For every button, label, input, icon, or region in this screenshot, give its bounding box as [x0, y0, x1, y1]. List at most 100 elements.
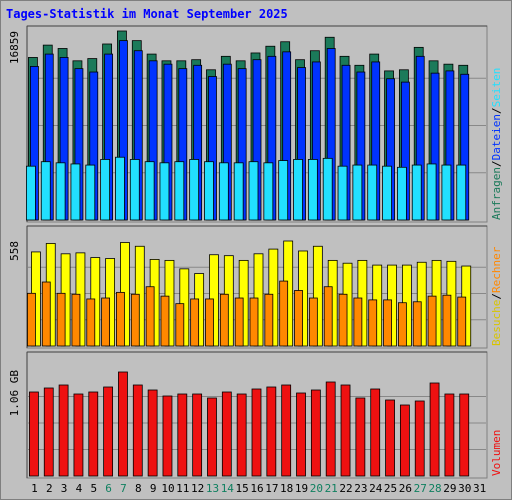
legend-separator: / — [490, 107, 503, 114]
bar-volumen-day-8 — [132, 384, 143, 477]
bar-seiten-day-22 — [337, 165, 348, 221]
x-tick-label-day-29: 29 — [443, 482, 456, 495]
bar-rechner-day-7 — [116, 291, 125, 347]
bar-seiten-day-5 — [85, 164, 96, 221]
legend-entry-rechner: Rechner — [490, 246, 503, 293]
bar-volumen-day-15 — [236, 393, 247, 477]
bar-rechner-day-26 — [397, 302, 407, 347]
x-tick-label-day-12: 12 — [191, 482, 204, 495]
bar-volumen-day-24 — [370, 388, 381, 477]
bar-volumen-day-4 — [73, 393, 84, 477]
bar-volumen-day-7 — [118, 371, 128, 477]
bar-seiten-day-30 — [456, 164, 467, 221]
x-tick-label-day-17: 17 — [265, 482, 278, 495]
bar-rechner-day-16 — [249, 297, 259, 347]
bar-seiten-day-13 — [204, 161, 214, 221]
x-tick-label-day-25: 25 — [384, 482, 397, 495]
x-tick-label-day-3: 3 — [61, 482, 68, 495]
bar-seiten-day-6 — [100, 159, 111, 221]
bar-volumen-day-29 — [444, 393, 455, 477]
x-tick-label-day-31: 31 — [473, 482, 486, 495]
x-tick-label-day-7: 7 — [120, 482, 127, 495]
x-tick-label-day-23: 23 — [354, 482, 367, 495]
bar-rechner-day-18 — [279, 280, 289, 347]
bar-volumen-day-1 — [29, 391, 39, 477]
bar-volumen-day-27 — [414, 400, 425, 477]
bar-seiten-day-1 — [26, 165, 36, 221]
bar-volumen-day-20 — [310, 389, 321, 477]
legend-entry-anfragen: Anfragen — [490, 167, 503, 220]
bar-volumen-day-11 — [177, 393, 188, 477]
bar-seiten-day-20 — [307, 159, 318, 221]
bar-volumen-day-26 — [399, 404, 410, 477]
bar-rechner-day-3 — [56, 292, 66, 347]
bar-seiten-day-10 — [159, 162, 170, 221]
bar-volumen-day-16 — [251, 388, 262, 477]
x-tick-label-day-1: 1 — [31, 482, 38, 495]
bar-rechner-day-25 — [383, 299, 392, 347]
bar-volumen-day-30 — [459, 393, 470, 477]
bar-volumen-day-18 — [281, 384, 292, 477]
bar-seiten-day-3 — [55, 162, 66, 221]
bar-volumen-day-19 — [296, 392, 306, 477]
bar-seiten-day-15 — [233, 162, 244, 221]
bar-volumen-day-21 — [325, 381, 336, 477]
bar-volumen-day-3 — [58, 384, 69, 477]
bar-volumen-day-14 — [221, 391, 232, 477]
bar-rechner-day-10 — [160, 295, 170, 347]
bar-besuche-day-20 — [312, 245, 323, 347]
bar-volumen-day-13 — [207, 397, 217, 477]
bar-seiten-day-18 — [278, 160, 289, 221]
bar-rechner-day-30 — [457, 296, 467, 347]
x-tick-label-day-11: 11 — [176, 482, 189, 495]
bar-seiten-day-11 — [174, 161, 185, 221]
bar-seiten-day-25 — [382, 165, 392, 221]
x-tick-label-day-8: 8 — [135, 482, 142, 495]
bar-rechner-day-15 — [234, 297, 244, 347]
bar-volumen-day-22 — [340, 384, 351, 477]
bar-rechner-day-14 — [219, 293, 229, 347]
x-tick-label-day-2: 2 — [46, 482, 53, 495]
bar-seiten-day-7 — [115, 156, 125, 221]
bar-seiten-day-4 — [70, 163, 81, 221]
bar-rechner-day-8 — [130, 293, 140, 347]
legend-entry-seiten: Seiten — [490, 68, 503, 108]
bar-rechner-day-27 — [412, 301, 422, 347]
bar-rechner-day-17 — [264, 293, 274, 347]
bar-volumen-day-12 — [192, 393, 203, 477]
x-tick-label-day-28: 28 — [428, 482, 441, 495]
bar-seiten-day-28 — [426, 163, 437, 221]
bar-volumen-day-28 — [429, 382, 440, 477]
bar-rechner-day-12 — [190, 298, 200, 347]
bar-rechner-day-22 — [338, 293, 348, 347]
legend-separator: / — [490, 160, 503, 167]
x-tick-label-day-13: 13 — [206, 482, 219, 495]
y-max-label: 1.06 GB — [8, 370, 21, 417]
x-tick-label-day-6: 6 — [105, 482, 112, 495]
bar-volumen-day-10 — [162, 395, 173, 477]
x-tick-label-day-15: 15 — [236, 482, 249, 495]
bar-seiten-day-24 — [367, 164, 378, 221]
legend-separator: / — [490, 293, 503, 300]
bar-rechner-day-21 — [323, 286, 333, 347]
x-tick-label-day-9: 9 — [150, 482, 157, 495]
bar-volumen-day-25 — [385, 399, 395, 477]
bar-seiten-day-29 — [441, 164, 452, 221]
bar-rechner-day-19 — [294, 290, 303, 347]
bar-rechner-day-13 — [205, 298, 214, 347]
x-tick-label-day-30: 30 — [458, 482, 471, 495]
bar-rechner-day-5 — [86, 298, 96, 347]
bar-seiten-day-14 — [218, 162, 229, 221]
x-tick-label-day-10: 10 — [161, 482, 174, 495]
bar-seiten-day-23 — [352, 164, 363, 221]
bar-volumen-day-9 — [147, 389, 158, 477]
bar-rechner-day-24 — [368, 299, 378, 347]
bar-rechner-day-23 — [353, 297, 363, 347]
bar-seiten-day-8 — [129, 159, 140, 221]
bar-rechner-day-20 — [308, 297, 318, 347]
x-tick-label-day-18: 18 — [280, 482, 293, 495]
bar-volumen-day-17 — [266, 386, 277, 477]
bar-rechner-day-4 — [71, 293, 81, 347]
x-tick-label-day-20: 20 — [310, 482, 323, 495]
